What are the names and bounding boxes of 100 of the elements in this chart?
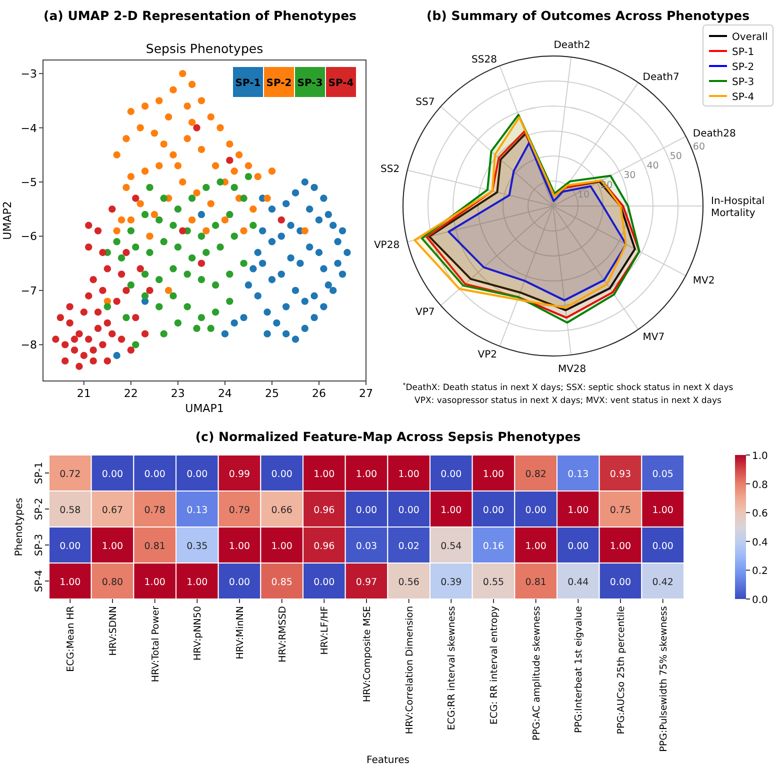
y-tick-label: SP-2	[34, 498, 45, 520]
x-tick-label: PPG:Pulsewidth 75% skewness	[658, 606, 670, 752]
data-label: 0.00	[144, 469, 166, 480]
data-label: 0.00	[482, 505, 504, 516]
data-label: 1.00	[144, 577, 166, 588]
color-bar-label: 0.6	[752, 508, 768, 520]
x-tick-label: HRV:Composite MSE	[362, 606, 373, 702]
x-tick-label: ECG:RR interval skewness	[446, 606, 458, 730]
y-tick-label: −6	[20, 230, 37, 244]
spoke-label: Death7	[642, 72, 680, 83]
data-label: 0.13	[186, 505, 208, 516]
x-axis-title: UMAP1	[185, 402, 224, 415]
y-tick-label: −7	[20, 284, 37, 298]
chart-subtitle: Sepsis Phenotypes	[146, 41, 264, 56]
y-tick-label: SP-3	[34, 534, 45, 556]
data-label: 0.96	[314, 505, 335, 516]
x-tick-label: HRV:SDNN	[108, 606, 119, 656]
data-label: 0.97	[356, 577, 378, 588]
data-label: 1.00	[525, 541, 546, 552]
data-label: 0.00	[186, 469, 208, 480]
data-label: 1.00	[398, 469, 420, 480]
data-label: 0.35	[186, 541, 208, 552]
x-axis-title: Features	[366, 755, 410, 766]
data-label: 1.00	[440, 505, 462, 516]
data-label: 0.03	[356, 541, 378, 552]
spoke-label: MV28	[558, 364, 586, 375]
x-tick-label: HRV:MinNN	[235, 606, 246, 660]
spoke-label: SS7	[416, 97, 435, 108]
data-label: 1.00	[60, 577, 81, 588]
data-label: 0.00	[356, 505, 378, 516]
x-tick-label: ECG:Mean HR	[66, 606, 77, 672]
color-bar-label: 0.2	[752, 566, 768, 578]
data-label: 1.00	[356, 469, 378, 480]
y-tick-label: 50	[670, 151, 682, 162]
data-label: 0.78	[144, 505, 166, 516]
spoke-label: MV2	[692, 275, 715, 286]
y-tick-label: −8	[20, 338, 37, 352]
data-label: 0.96	[314, 541, 335, 552]
text: SP-3	[297, 78, 323, 89]
data-label: 0.42	[652, 577, 674, 588]
data-label: 0.39	[440, 577, 462, 588]
data-label: 0.16	[482, 541, 504, 552]
x-tick-label: PPG:AC amplitude skewness	[531, 606, 542, 741]
text: VPX: vasopressor status in next X days; MVX: vent status in next X days	[414, 396, 722, 406]
data-label: 1.00	[568, 505, 589, 516]
data-label: 0.85	[271, 577, 292, 588]
data-label: 0.81	[525, 577, 546, 588]
spoke-label: VP2	[478, 350, 497, 361]
x-tick-label: HRV:Total Power	[150, 606, 162, 682]
data-label: 0.00	[271, 469, 292, 480]
data-label: 1.00	[228, 541, 250, 552]
data-label: 0.13	[568, 469, 589, 480]
y-tick-label: 30	[624, 170, 636, 182]
data-label: 0.75	[610, 505, 632, 516]
data-label: 1.00	[610, 541, 632, 552]
legend-label: Overall	[732, 32, 768, 43]
legend-label: SP-1	[732, 47, 754, 58]
data-label: 0.80	[102, 577, 124, 588]
y-tick-label: SP-1	[34, 462, 45, 484]
data-label: 0.00	[102, 469, 124, 480]
text: $^{*}$DeathX: Death status in next X days; SSX: septic shock status in next X days	[402, 382, 734, 393]
spoke-label: Death28	[692, 128, 736, 140]
data-label: 0.44	[568, 577, 589, 588]
color-bar-label: 0.4	[752, 537, 768, 548]
text: SP-4	[328, 78, 354, 89]
y-tick-label: 10	[577, 189, 590, 200]
chart-title: (a) UMAP 2-D Representation of Phenotypes	[43, 8, 357, 23]
data-label: 0.00	[228, 577, 250, 588]
data-label: 0.05	[652, 469, 674, 480]
spoke-label: Death2	[554, 40, 590, 52]
y-tick-label: −5	[20, 176, 37, 189]
color-bar-label: 1.0	[752, 451, 768, 462]
x-tick-label: 21	[76, 387, 91, 400]
data-label: 0.00	[60, 541, 81, 552]
legend-label: SP-4	[732, 92, 754, 103]
legend-label: SP-3	[732, 77, 754, 88]
spoke-label: SS2	[380, 164, 400, 176]
x-tick-label: 23	[170, 387, 185, 400]
data-label: 1.00	[482, 469, 504, 480]
x-tick-label: HRV:LF/HF	[320, 606, 331, 655]
data-label: 1.00	[271, 541, 292, 552]
y-axis-title: Phenotypes	[14, 498, 25, 556]
data-label: 0.72	[60, 469, 81, 480]
text: SP-1	[235, 78, 261, 89]
spoke-label: SS28	[472, 54, 497, 66]
data-label: 0.00	[398, 505, 420, 516]
x-tick-label: 25	[264, 387, 279, 400]
legend-label: SP-2	[732, 62, 754, 73]
data-label: 1.00	[186, 577, 208, 588]
y-tick-label: SP-4	[34, 570, 45, 592]
color-bar-label: 0.8	[752, 480, 768, 491]
data-label: 0.00	[440, 469, 462, 480]
x-tick-label: HRV:pNN50	[192, 606, 204, 660]
data-label: 1.00	[314, 469, 335, 480]
x-tick-label: PPG:Interbeat 1st eigvalue	[574, 606, 585, 733]
x-tick-label: 24	[218, 387, 232, 400]
y-tick-label: 60	[692, 142, 706, 153]
text: SP-2	[266, 78, 292, 89]
y-axis-title: UMAP2	[1, 201, 14, 240]
data-label: 0.58	[60, 505, 81, 516]
